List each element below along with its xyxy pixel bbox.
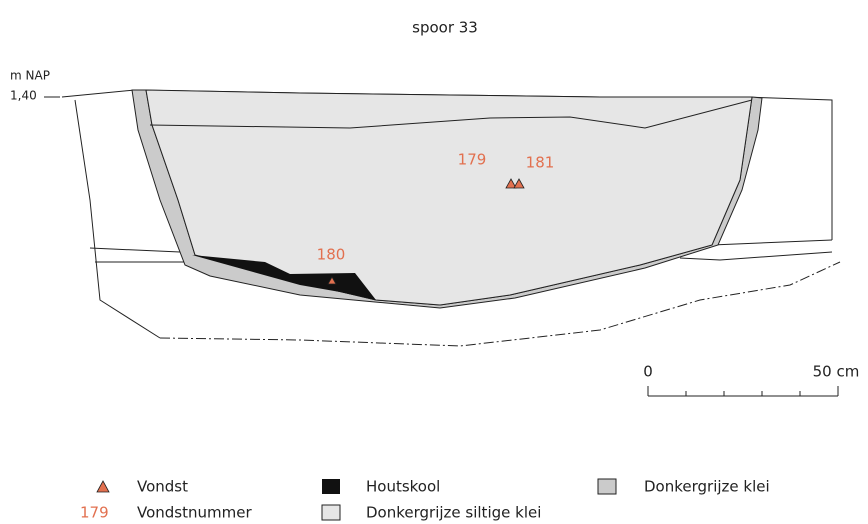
charcoal	[192, 255, 376, 300]
bottom-line	[159, 261, 841, 347]
legend-label: Vondstnummer	[137, 504, 252, 522]
legend-clay-swatch	[597, 478, 617, 495]
legend-label: Donkergrijze siltige klei	[366, 504, 541, 522]
scale-end: 50 cm	[813, 363, 860, 381]
legend-silty-swatch	[321, 504, 341, 521]
left-edge	[74, 99, 161, 339]
layer-line	[89, 247, 181, 253]
scale-ticks	[647, 386, 839, 396]
find	[327, 276, 337, 285]
find-number: 181	[526, 154, 555, 172]
layer-line	[711, 239, 833, 246]
legend-label: Vondst	[137, 478, 188, 496]
layer-line	[149, 99, 753, 129]
title: spoor 33	[412, 19, 478, 37]
find-number: 179	[458, 151, 487, 169]
silty-clay	[145, 89, 753, 306]
layer-line	[679, 251, 833, 261]
find	[505, 178, 517, 189]
legend-label: Houtskool	[366, 478, 440, 496]
legend-find-symbol	[96, 480, 110, 493]
find	[513, 178, 525, 189]
axis-level: 1,40	[10, 89, 37, 103]
find-number: 180	[317, 246, 346, 264]
legend-charcoal-swatch	[322, 479, 340, 494]
legend-number-sample: 179	[80, 504, 109, 522]
axis-unit: m NAP	[10, 69, 50, 83]
scale-start: 0	[643, 363, 653, 381]
legend-label: Donkergrijze klei	[644, 478, 770, 496]
